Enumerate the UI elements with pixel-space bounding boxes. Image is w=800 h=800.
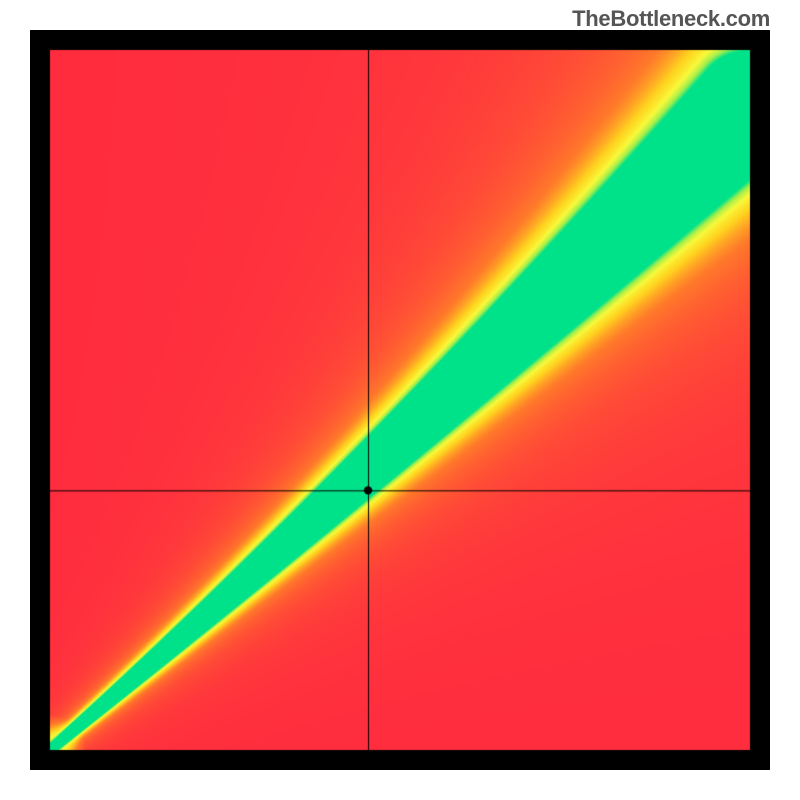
heatmap-canvas bbox=[30, 30, 770, 770]
chart-frame bbox=[30, 30, 770, 770]
watermark-text: TheBottleneck.com bbox=[572, 6, 770, 32]
container: TheBottleneck.com bbox=[0, 0, 800, 800]
